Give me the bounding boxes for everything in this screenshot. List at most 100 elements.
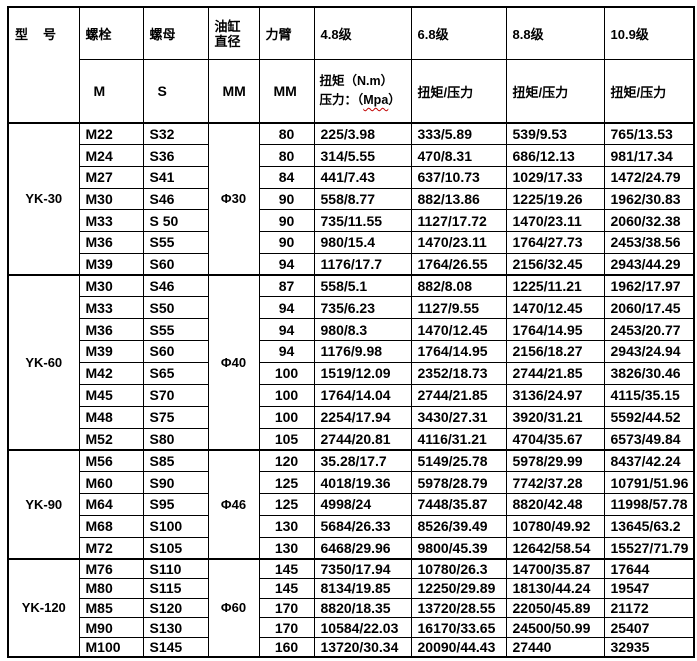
spec-row: M33 S50 94 735/6.23 1127/9.55 1470/12.45 2060/… xyxy=(8,296,695,320)
spec-row: YK-90 M56 S85 Φ46 120 35.28/17.7 5149/25.78 597… xyxy=(7,448,695,560)
torque-pressure-cell: 8526/39.49 xyxy=(410,514,507,538)
torque-pressure-cell: 12642/58.54 xyxy=(505,536,605,560)
torque-pressure-cell: 15527/71.79 xyxy=(603,536,695,560)
header-torque-pressure-units: 扭矩（N.m） 压力：（Mpa） xyxy=(313,59,412,124)
bolt-cell: M52 xyxy=(78,427,144,451)
torque-pressure-cell: 4116/31.21 xyxy=(410,427,507,451)
torque-pressure-cell: 558/5.1 xyxy=(313,273,412,298)
bolt-cell: M24 xyxy=(78,144,144,167)
torque-pressure-cell: 1764/27.73 xyxy=(505,230,605,254)
cylinder-diameter-cell: Φ60 xyxy=(207,557,260,658)
torque-pressure-cell: 7350/17.94 xyxy=(313,557,412,580)
torque-pressure-cell: 1764/14.95 xyxy=(410,339,507,363)
bolt-cell: M36 xyxy=(78,230,144,254)
bolt-cell: M39 xyxy=(78,252,144,276)
torque-pressure-cell: 20090/44.43 xyxy=(410,636,507,658)
bolt-cell: M36 xyxy=(78,318,144,341)
torque-pressure-cell: 1225/19.26 xyxy=(505,187,605,211)
header-unit-arm: MM xyxy=(258,59,315,124)
torque-pressure-cell: 17644 xyxy=(603,557,695,580)
torque-pressure-cell: 2352/18.73 xyxy=(410,361,507,385)
model-cell: YK-60 xyxy=(7,273,80,451)
bolt-cell: M33 xyxy=(78,296,144,320)
torque-pressure-cell: 2060/17.45 xyxy=(603,296,695,320)
torque-pressure-cell: 4018/19.36 xyxy=(313,471,412,495)
torque-pressure-cell: 2744/20.81 xyxy=(313,427,412,451)
arm-cell: 94 xyxy=(258,296,315,320)
nut-cell: S70 xyxy=(142,383,209,407)
header-nut: 螺母 xyxy=(142,6,209,60)
arm-cell: 80 xyxy=(258,144,315,167)
spec-row: M33 S 50 90 735/11.55 1127/17.72 1470/23.11 20… xyxy=(8,209,695,232)
model-cell: YK-30 xyxy=(7,122,80,276)
bolt-cell: M39 xyxy=(78,339,144,363)
spec-row: M39 S60 94 1176/17.7 1764/26.55 2156/32.45 294… xyxy=(8,252,695,276)
spec-row: M100 S145 160 13720/30.34 20090/44.43 27440 32… xyxy=(8,636,695,658)
bolt-cell: M33 xyxy=(78,209,144,232)
torque-pressure-cell: 441/7.43 xyxy=(313,165,412,189)
torque-pressure-cell: 225/3.98 xyxy=(313,122,412,146)
nut-cell: S50 xyxy=(142,296,209,320)
spec-row: M72 S105 130 6468/29.96 9800/45.39 12642/58.5… xyxy=(8,536,695,560)
torque-pressure-cell: 19547 xyxy=(603,578,695,599)
torque-pressure-cell: 1519/12.09 xyxy=(313,361,412,385)
torque-pressure-cell: 2453/38.56 xyxy=(603,230,695,254)
nut-cell: S55 xyxy=(142,230,209,254)
nut-cell: S90 xyxy=(142,471,209,495)
spec-row: YK-30 M22 S32 Φ30 80 225/3.98 333/5.89 539/9.53… xyxy=(7,122,695,276)
torque-pressure-cell: 13720/28.55 xyxy=(410,597,507,619)
torque-pressure-cell: 11998/57.78 xyxy=(603,493,695,516)
spec-row: M64 S95 125 4998/24 7448/35.87 8820/42.48 1199… xyxy=(8,493,695,516)
bolt-cell: M76 xyxy=(78,557,144,580)
arm-cell: 90 xyxy=(258,230,315,254)
torque-pressure-cell: 7448/35.87 xyxy=(410,493,507,516)
bolt-cell: M22 xyxy=(78,122,144,146)
arm-cell: 130 xyxy=(258,536,315,560)
header-torque-pressure-10-9: 扭矩/压力 xyxy=(603,59,695,124)
header-grade-8-8: 8.8级 xyxy=(505,6,605,60)
torque-pressure-cell: 2744/21.85 xyxy=(410,383,507,407)
torque-pressure-cell: 2060/32.38 xyxy=(603,209,695,232)
arm-cell: 87 xyxy=(258,273,315,298)
cylinder-diameter-cell: Φ40 xyxy=(207,273,260,451)
nut-cell: S80 xyxy=(142,427,209,451)
torque-spec-table: 型 号 螺栓 螺母 油缸 直径 力臂 4.8级 6.8级 8.8级 10.9级 … xyxy=(7,6,695,658)
spec-row: M39 S60 94 1176/9.98 1764/14.95 2156/18.27 294… xyxy=(8,339,695,363)
spec-row: YK-120 M76 S110 Φ60 145 7350/17.94 10780/26.3 1… xyxy=(7,557,695,658)
torque-pressure-cell: 1962/17.97 xyxy=(603,273,695,298)
nut-cell: S120 xyxy=(142,597,209,619)
torque-pressure-cell: 1470/23.11 xyxy=(505,209,605,232)
nut-cell: S95 xyxy=(142,493,209,516)
torque-unit-label: 扭矩（N.m） xyxy=(319,74,394,88)
torque-pressure-cell: 1176/9.98 xyxy=(313,339,412,363)
header-torque-pressure-6-8: 扭矩/压力 xyxy=(410,59,507,124)
header-model: 型 号 xyxy=(7,6,80,124)
torque-pressure-cell: 980/15.4 xyxy=(313,230,412,254)
spec-row: M36 S55 90 980/15.4 1470/23.11 1764/27.73 2453… xyxy=(8,230,695,254)
spec-row: M30 S46 90 558/8.77 882/13.86 1225/19.26 1962/… xyxy=(8,187,695,211)
torque-pressure-cell: 539/9.53 xyxy=(505,122,605,146)
torque-pressure-cell: 10780/26.3 xyxy=(410,557,507,580)
model-cell: YK-120 xyxy=(7,557,80,658)
nut-cell: S100 xyxy=(142,514,209,538)
spec-row: M42 S65 100 1519/12.09 2352/18.73 2744/21.85 3… xyxy=(8,361,695,385)
nut-cell: S60 xyxy=(142,339,209,363)
torque-pressure-cell: 981/17.34 xyxy=(603,144,695,167)
spec-row: M45 S70 100 1764/14.04 2744/21.85 3136/24.97 4… xyxy=(8,383,695,407)
torque-pressure-cell: 9800/45.39 xyxy=(410,536,507,560)
arm-cell: 130 xyxy=(258,514,315,538)
torque-pressure-cell: 10791/51.96 xyxy=(603,471,695,495)
spec-row: M27 S41 84 441/7.43 637/10.73 1029/17.33 1472/… xyxy=(8,165,695,189)
torque-pressure-cell: 6468/29.96 xyxy=(313,536,412,560)
arm-cell: 105 xyxy=(258,427,315,451)
torque-pressure-cell: 4704/35.67 xyxy=(505,427,605,451)
nut-cell: S46 xyxy=(142,273,209,298)
bolt-cell: M72 xyxy=(78,536,144,560)
nut-cell: S32 xyxy=(142,122,209,146)
header-torque-pressure-8-8: 扭矩/压力 xyxy=(505,59,605,124)
header-grade-10-9: 10.9级 xyxy=(603,6,695,60)
torque-pressure-cell: 314/5.55 xyxy=(313,144,412,167)
header-unit-cylinder: MM xyxy=(207,59,260,124)
arm-cell: 90 xyxy=(258,209,315,232)
